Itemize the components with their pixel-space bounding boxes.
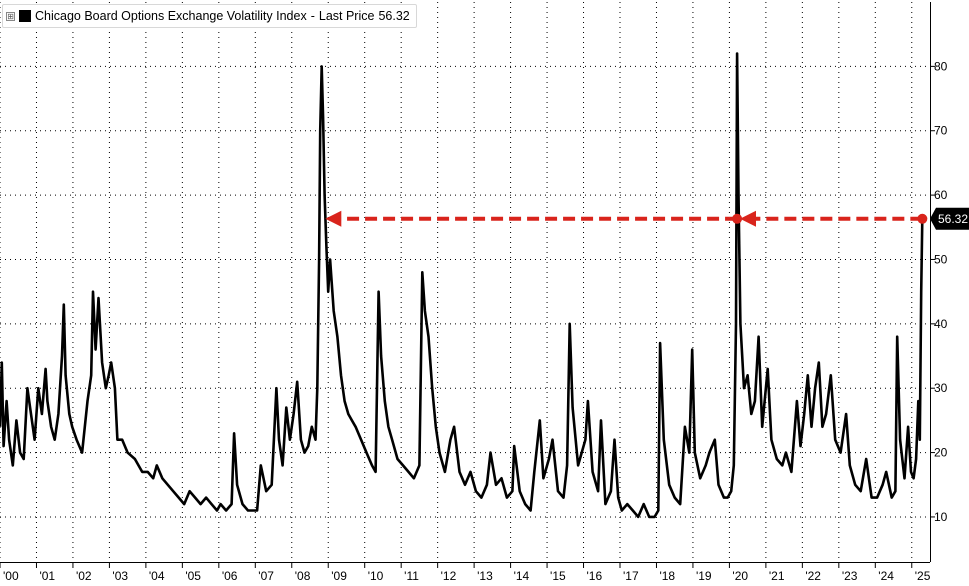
x-tick-label: '09	[331, 569, 347, 583]
series-layer	[0, 52, 924, 519]
x-tick-label: '16	[587, 569, 603, 583]
x-tick-label: '04	[149, 569, 165, 583]
legend-separator: -	[310, 9, 315, 23]
y-tick-label: 30	[934, 381, 948, 395]
x-tick-label: '05	[185, 569, 201, 583]
last-value-label: 56.32	[938, 212, 968, 226]
x-tick-label: '18	[659, 569, 675, 583]
legend-series-title: Chicago Board Options Exchange Volatilit…	[35, 9, 307, 23]
y-tick-label: 60	[934, 188, 948, 202]
y-tick-label: 20	[934, 446, 948, 460]
grid-lines	[0, 2, 930, 562]
x-tick-label: '25	[915, 569, 931, 583]
y-tick-label: 10	[934, 510, 948, 524]
legend[interactable]: ⊞ Chicago Board Options Exchange Volatil…	[2, 4, 417, 28]
x-tick-label: '13	[477, 569, 493, 583]
axes: 10 20 30 40 50 60 70 80 '00 '01 '02 '03 '04 '05 '06 '07…	[0, 2, 948, 583]
legend-last-price-value: 56.32	[378, 9, 410, 23]
annotation-dot	[917, 213, 928, 224]
y-tick-label: 80	[934, 59, 948, 73]
annotation-dot	[732, 213, 743, 224]
last-value-marker: 56.32	[930, 207, 969, 230]
x-tick-label: '24	[878, 569, 894, 583]
x-tick-label: '01	[39, 569, 55, 583]
x-tick-label: '15	[550, 569, 566, 583]
y-tick-label: 70	[934, 124, 948, 138]
annotations	[325, 210, 928, 227]
y-tick-label: 40	[934, 317, 948, 331]
x-tick-label: '12	[441, 569, 457, 583]
vix-series-line	[0, 52, 924, 519]
legend-toggle-icon[interactable]: ⊞	[6, 11, 15, 21]
x-tick-label: '14	[514, 569, 530, 583]
x-tick-label: '20	[732, 569, 748, 583]
x-tick-label: '07	[258, 569, 274, 583]
x-tick-label: '03	[112, 569, 128, 583]
legend-swatch	[19, 10, 31, 22]
x-tick-label: '06	[222, 569, 238, 583]
x-tick-label: '11	[404, 569, 419, 583]
x-tick-label: '10	[368, 569, 384, 583]
y-tick-label: 50	[934, 252, 948, 266]
x-tick-label: '00	[3, 569, 19, 583]
x-tick-label: '02	[76, 569, 92, 583]
x-tick-label: '17	[623, 569, 639, 583]
annotation-arrowhead	[739, 210, 756, 227]
legend-last-price-label: Last Price	[318, 9, 375, 23]
x-tick-label: '08	[295, 569, 311, 583]
x-tick-label: '22	[805, 569, 821, 583]
x-tick-label: '21	[769, 569, 785, 583]
annotation-arrowhead	[325, 210, 342, 227]
last-value-tag	[930, 207, 969, 230]
x-tick-label: '19	[696, 569, 712, 583]
x-tick-label: '23	[842, 569, 858, 583]
